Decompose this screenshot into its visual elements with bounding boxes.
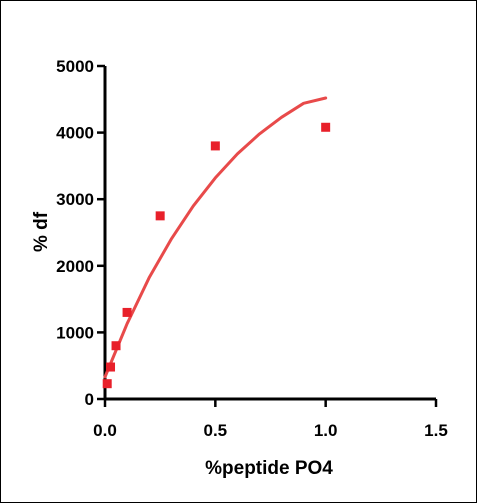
y-tick-label: 4000 [56,124,94,143]
x-axis-title: %peptide PO4 [205,458,333,479]
y-tick-label: 2000 [56,257,94,276]
y-tick-label: 5000 [56,57,94,76]
fit-curve-layer [103,96,328,379]
x-tick-label: 0.0 [93,421,117,440]
y-tick-label: 0 [85,390,94,409]
data-point [210,141,220,151]
axes: 0 1000 2000 3000 4000 5000 0.0 0.5 1.0 1.5 [56,57,448,440]
y-tick-label: 1000 [56,323,94,342]
y-axis-title: % df [31,211,52,252]
data-points-layer [102,122,331,389]
x-tick-label: 0.5 [204,421,228,440]
data-point [102,379,112,389]
data-point [111,341,121,351]
data-point [106,362,116,372]
data-point [122,307,132,317]
x-tick-label: 1.5 [424,421,448,440]
y-tick-label: 3000 [56,190,94,209]
x-tick-label: 1.0 [314,421,338,440]
data-point [321,122,331,132]
data-point [155,211,165,221]
fit-curve [103,96,328,379]
